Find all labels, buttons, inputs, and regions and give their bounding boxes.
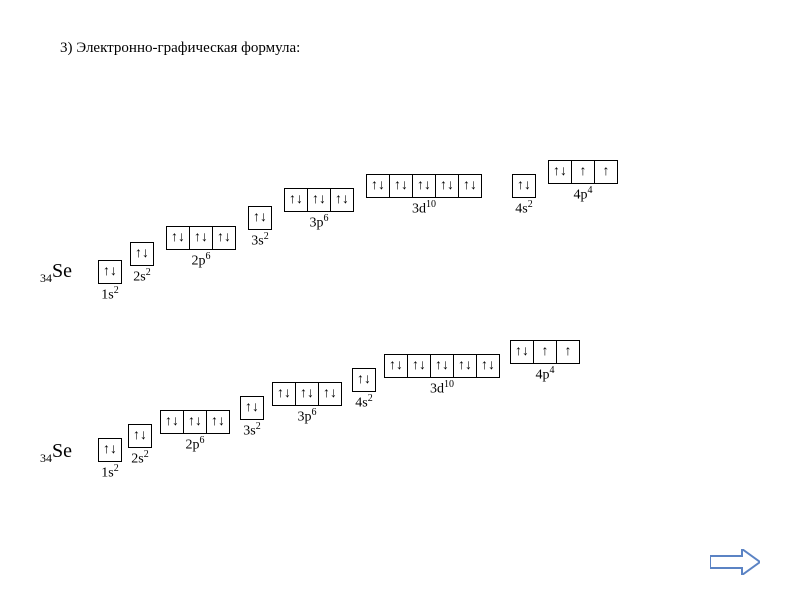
orbital-group-1s: ↑↓1s2: [98, 438, 122, 482]
orbital-box: ↑↓: [240, 396, 264, 420]
orbital-box: ↑↓: [412, 174, 436, 198]
orbital-group-4s: ↑↓4s2: [512, 174, 536, 218]
orbital-box: ↑↓: [352, 368, 376, 392]
element-label: 34Se: [40, 260, 72, 286]
orbital-box: ↑: [571, 160, 595, 184]
orbital-group-2p: ↑↓↑↓↑↓2p6: [160, 410, 230, 454]
orbital-boxes: ↑↓↑↓↑↓: [284, 188, 354, 212]
orbital-group-4p: ↑↓↑↑4p4: [510, 340, 580, 384]
orbital-label: 1s2: [98, 285, 122, 304]
orbital-boxes: ↑↓: [128, 424, 152, 448]
orbital-boxes: ↑↓↑↓↑↓: [160, 410, 230, 434]
orbital-box: ↑↓: [389, 174, 413, 198]
next-arrow-icon[interactable]: [710, 549, 760, 580]
orbital-group-2p: ↑↓↑↓↑↓2p6: [166, 226, 236, 270]
orbital-group-1s: ↑↓1s2: [98, 260, 122, 304]
orbital-box: ↑↓: [166, 226, 190, 250]
orbital-boxes: ↑↓↑↓↑↓↑↓↑↓: [384, 354, 500, 378]
orbital-boxes: ↑↓↑↑: [548, 160, 618, 184]
orbital-box: ↑↓: [458, 174, 482, 198]
orbital-label: 4s2: [352, 393, 376, 412]
orbital-box: ↑↓: [284, 188, 308, 212]
orbital-boxes: ↑↓: [512, 174, 536, 198]
orbital-box: ↑↓: [272, 382, 296, 406]
orbital-label: 4s2: [512, 199, 536, 218]
orbital-box: ↑↓: [189, 226, 213, 250]
orbital-group-3d: ↑↓↑↓↑↓↑↓↑↓3d10: [384, 354, 500, 398]
orbital-box: ↑↓: [384, 354, 408, 378]
heading-title: 3) Электронно-графическая формула:: [60, 40, 300, 57]
orbital-box: ↑↓: [160, 410, 184, 434]
orbital-label: 1s2: [98, 463, 122, 482]
orbital-box: ↑↓: [183, 410, 207, 434]
orbital-box: ↑↓: [366, 174, 390, 198]
orbital-box: ↑: [533, 340, 557, 364]
orbital-label: 3s2: [248, 231, 272, 250]
orbital-box: ↑↓: [476, 354, 500, 378]
orbital-box: ↑↓: [435, 174, 459, 198]
orbital-boxes: ↑↓↑↑: [510, 340, 580, 364]
orbital-boxes: ↑↓: [240, 396, 264, 420]
orbital-label: 2s2: [128, 449, 152, 468]
orbital-group-4s: ↑↓4s2: [352, 368, 376, 412]
orbital-label: 3s2: [240, 421, 264, 440]
orbital-box: ↑↓: [453, 354, 477, 378]
orbital-boxes: ↑↓: [352, 368, 376, 392]
orbital-box: ↑↓: [330, 188, 354, 212]
orbital-label: 3d10: [384, 379, 500, 398]
orbital-label: 3p6: [284, 213, 354, 232]
orbital-diagram-2: 34Se↑↓1s2↑↓2s2↑↓↑↓↑↓2p6↑↓3s2↑↓↑↓↑↓3p6↑↓4…: [0, 320, 800, 520]
orbital-group-3p: ↑↓↑↓↑↓3p6: [272, 382, 342, 426]
orbital-group-2s: ↑↓2s2: [130, 242, 154, 286]
orbital-box: ↑↓: [307, 188, 331, 212]
orbital-boxes: ↑↓↑↓↑↓: [166, 226, 236, 250]
orbital-group-4p: ↑↓↑↑4p4: [548, 160, 618, 204]
orbital-boxes: ↑↓: [98, 438, 122, 462]
orbital-diagram-1: 34Se↑↓1s2↑↓2s2↑↓↑↓↑↓2p6↑↓3s2↑↓↑↓↑↓3p6↑↓↑…: [0, 130, 800, 330]
orbital-box: ↑↓: [510, 340, 534, 364]
orbital-box: ↑↓: [206, 410, 230, 434]
orbital-label: 4p4: [510, 365, 580, 384]
orbital-box: ↑↓: [128, 424, 152, 448]
orbital-group-3s: ↑↓3s2: [240, 396, 264, 440]
orbital-boxes: ↑↓: [98, 260, 122, 284]
orbital-group-3d: ↑↓↑↓↑↓↑↓↑↓3d10: [366, 174, 482, 218]
orbital-box: ↑↓: [548, 160, 572, 184]
orbital-label: 2s2: [130, 267, 154, 286]
element-label: 34Se: [40, 440, 72, 466]
orbital-box: ↑↓: [430, 354, 454, 378]
orbital-boxes: ↑↓: [248, 206, 272, 230]
orbital-box: ↑↓: [212, 226, 236, 250]
orbital-box: ↑↓: [295, 382, 319, 406]
orbital-label: 3d10: [366, 199, 482, 218]
orbital-boxes: ↑↓↑↓↑↓: [272, 382, 342, 406]
orbital-box: ↑↓: [130, 242, 154, 266]
orbital-label: 2p6: [160, 435, 230, 454]
orbital-box: ↑: [594, 160, 618, 184]
orbital-box: ↑↓: [512, 174, 536, 198]
orbital-label: 3p6: [272, 407, 342, 426]
orbital-boxes: ↑↓: [130, 242, 154, 266]
orbital-box: ↑↓: [98, 260, 122, 284]
orbital-label: 2p6: [166, 251, 236, 270]
orbital-group-3s: ↑↓3s2: [248, 206, 272, 250]
orbital-box: ↑↓: [407, 354, 431, 378]
orbital-box: ↑↓: [318, 382, 342, 406]
orbital-boxes: ↑↓↑↓↑↓↑↓↑↓: [366, 174, 482, 198]
orbital-box: ↑↓: [248, 206, 272, 230]
orbital-box: ↑: [556, 340, 580, 364]
orbital-group-2s: ↑↓2s2: [128, 424, 152, 468]
orbital-label: 4p4: [548, 185, 618, 204]
orbital-group-3p: ↑↓↑↓↑↓3p6: [284, 188, 354, 232]
orbital-box: ↑↓: [98, 438, 122, 462]
